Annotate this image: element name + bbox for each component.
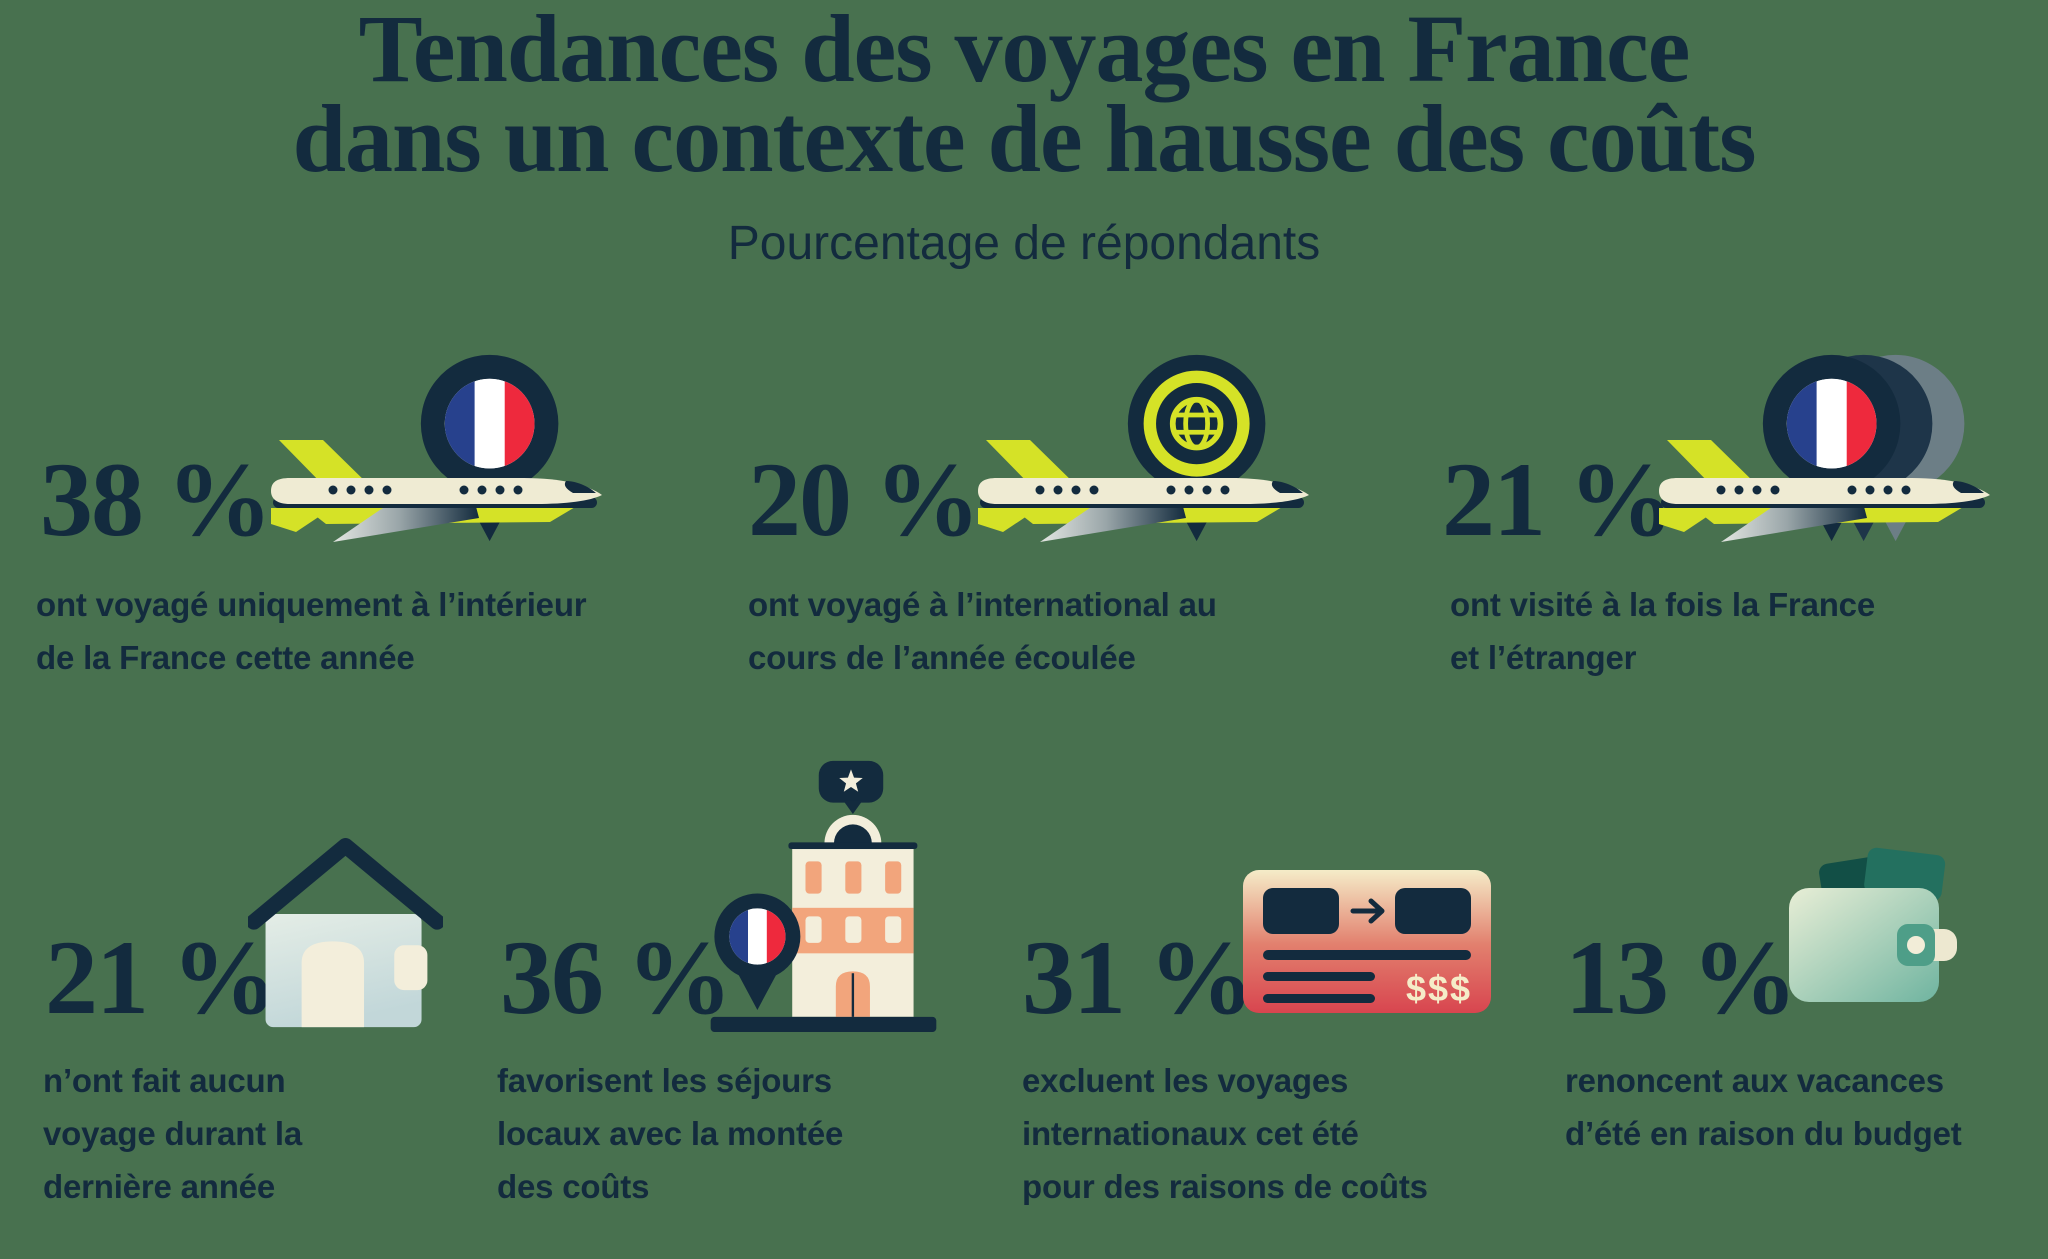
- subtitle: Pourcentage de répondants: [727, 217, 1321, 270]
- arrow-right-icon: [1350, 898, 1385, 924]
- stat-value-no-travel: 21 %: [45, 919, 277, 1036]
- stat-caption-no-travel: n’ont fait aucun voyage durant la derniè…: [43, 1054, 302, 1213]
- house-icon: [248, 832, 443, 1037]
- page-title: Tendances des voyages en France dans un …: [0, 0, 2048, 193]
- caption-line: d’été en raison du budget: [1565, 1115, 1962, 1152]
- airplane-france-location-pin-icon: [268, 352, 613, 547]
- page-title-line1: Tendances des voyages en France: [358, 0, 1691, 102]
- caption-line: voyage durant la: [43, 1115, 303, 1152]
- stat-value-domestic: 38 %: [40, 441, 272, 558]
- stat-caption-local-stays: favorisent les séjours locaux avec la mo…: [497, 1054, 843, 1213]
- caption-line: et l’étranger: [1450, 639, 1637, 676]
- caption-line: de la France cette année: [36, 639, 415, 676]
- caption-line: locaux avec la montée: [497, 1115, 844, 1152]
- stat-value-skip-vacation: 13 %: [1565, 919, 1797, 1036]
- stat-value-local-stays: 36 %: [500, 919, 732, 1036]
- caption-line: dernière année: [43, 1168, 275, 1205]
- stat-value-exclude-international: 31 %: [1022, 919, 1254, 1036]
- travel-ticket-dollars-icon: $$$: [1243, 870, 1491, 1013]
- caption-line: favorisent les séjours: [497, 1062, 832, 1099]
- caption-line: des coûts: [497, 1168, 650, 1205]
- ticket-dollar-text: $$$: [1406, 968, 1472, 1009]
- caption-line: ont voyagé uniquement à l’intérieur: [36, 586, 587, 623]
- stat-value-both: 21 %: [1442, 441, 1674, 558]
- stat-caption-both: ont visité à la fois la France et l’étra…: [1450, 578, 1875, 684]
- caption-line: renoncent aux vacances: [1565, 1062, 1944, 1099]
- airplane-globe-location-pin-icon: [975, 352, 1320, 547]
- caption-line: ont visité à la fois la France: [1450, 586, 1875, 623]
- hotel-france-location-pin-icon: [705, 753, 942, 1038]
- caption-line: pour des raisons de coûts: [1022, 1168, 1428, 1205]
- caption-line: internationaux cet été: [1022, 1115, 1359, 1152]
- wallet-icon: [1789, 847, 1957, 1002]
- stat-caption-exclude-international: excluent les voyages internationaux cet …: [1022, 1054, 1428, 1213]
- stat-caption-skip-vacation: renoncent aux vacances d’été en raison d…: [1565, 1054, 1962, 1160]
- caption-line: ont voyagé à l’international au: [748, 586, 1217, 623]
- stat-value-international: 20 %: [748, 441, 980, 558]
- caption-line: excluent les voyages: [1022, 1062, 1349, 1099]
- page-title-line2: dans un contexte de hausse des coûts: [292, 85, 1757, 193]
- stat-caption-international: ont voyagé à l’international au cours de…: [748, 578, 1217, 684]
- stat-caption-domestic: ont voyagé uniquement à l’intérieur de l…: [36, 578, 587, 684]
- caption-line: cours de l’année écoulée: [748, 639, 1136, 676]
- caption-line: n’ont fait aucun: [43, 1062, 286, 1099]
- airplane-france-pins-stack-icon: [1656, 352, 2001, 547]
